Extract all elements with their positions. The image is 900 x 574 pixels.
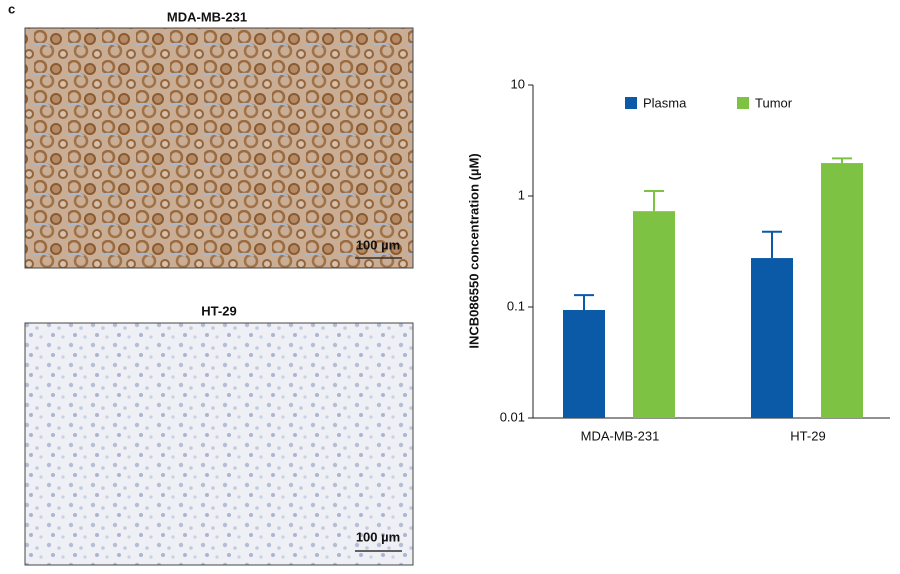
x-tick-label: HT-29: [790, 428, 825, 443]
micrograph: [24, 322, 414, 566]
legend-label: Plasma: [643, 95, 687, 110]
y-tick-label: 0.1: [507, 298, 525, 313]
image-title: MDA-MB-231: [167, 9, 247, 24]
scale-bar-label: 100 µm: [356, 529, 400, 544]
y-tick-label: 10: [511, 76, 525, 91]
bar: [751, 258, 793, 418]
bar: [563, 309, 605, 418]
image-title: HT-29: [201, 303, 236, 318]
micrograph: [24, 27, 414, 269]
legend-label: Tumor: [755, 95, 793, 110]
y-tick-label: 0.01: [500, 409, 525, 424]
legend-swatch: [625, 97, 637, 109]
x-tick-label: MDA-MB-231: [581, 428, 660, 443]
y-tick-label: 1: [518, 187, 525, 202]
panel-label: c: [8, 1, 15, 16]
scale-bar-label: 100 µm: [356, 237, 400, 252]
bar: [633, 211, 675, 418]
legend-swatch: [737, 97, 749, 109]
bar: [821, 163, 863, 418]
y-axis-label: INCB086550 concentration (µM): [466, 153, 481, 348]
